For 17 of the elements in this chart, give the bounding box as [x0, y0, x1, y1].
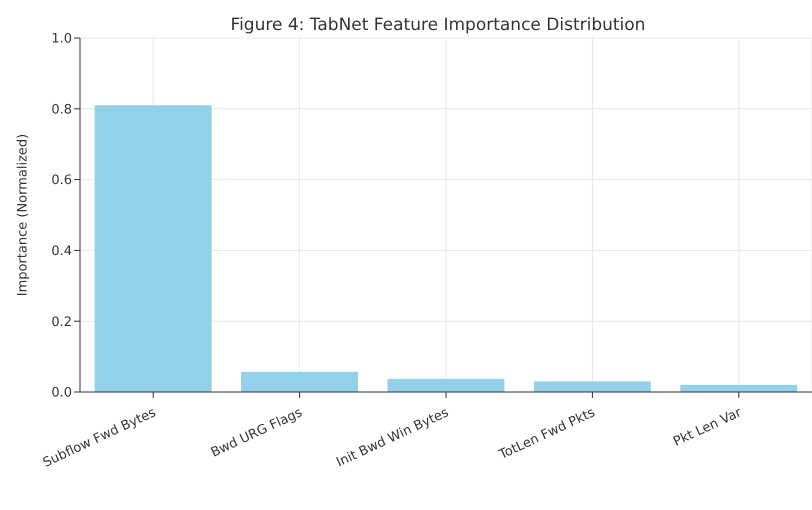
y-axis-title: Importance (Normalized) [16, 134, 31, 296]
y-tick-label: 0.6 [51, 173, 72, 188]
y-tick-label: 0.4 [51, 244, 72, 260]
y-tick-label: 0.0 [51, 386, 72, 401]
x-tick-label: Init Bwd Win Bytes [334, 405, 452, 470]
y-tick-label: 0.2 [51, 314, 72, 330]
y-tick-label: 0.8 [51, 102, 72, 118]
bar [680, 384, 798, 392]
y-tick-label: 1.0 [51, 32, 72, 47]
chart-title: Figure 4: TabNet Feature Importance Distribution [230, 15, 646, 35]
bar [241, 372, 358, 392]
x-tick-label: TotLen Fwd Pkts [496, 405, 598, 464]
bar [534, 381, 651, 392]
bar [387, 378, 504, 392]
x-tick-label: Pkt Len Var [671, 405, 744, 450]
bar [94, 105, 212, 392]
x-tick-label: Bwd URG Flags [208, 405, 305, 461]
